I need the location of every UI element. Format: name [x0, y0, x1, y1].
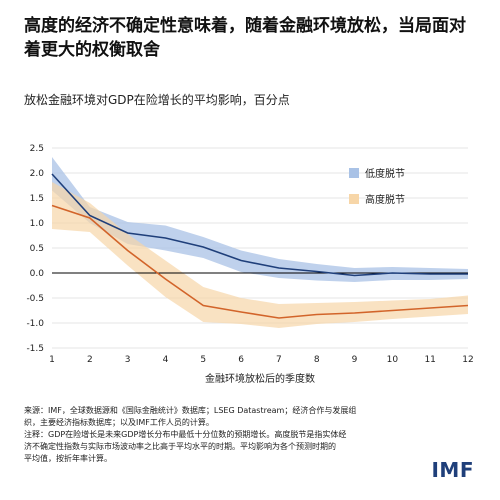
imf-logo: IMF: [431, 458, 474, 482]
note-line: 济不确定性指数与实际市场波动率之比高于平均水平的时期。平均影响为各个预测时期的: [24, 442, 336, 451]
source-line: 织，主要经济指标数据库；以及IMF工作人员的计算。: [24, 418, 214, 427]
note-line: 平均值，按折年率计算。: [24, 454, 112, 463]
y-tick-label: -1.0: [26, 319, 44, 329]
x-tick-label: 2: [87, 355, 93, 365]
confidence-band-1: [52, 157, 468, 282]
x-axis-label: 金融环境放松后的季度数: [205, 372, 315, 385]
legend-label: 低度脱节: [365, 167, 405, 180]
source-notes: 来源：IMF，全球数据源和《国际金融统计》数据库；LSEG Datastream…: [24, 405, 476, 465]
y-tick-label: -1.5: [26, 344, 44, 354]
legend-swatch: [349, 194, 359, 204]
y-tick-label: 1.0: [30, 219, 45, 229]
y-tick-label: 1.5: [30, 194, 44, 204]
series-lines: [51, 173, 469, 319]
x-tick-label: 12: [462, 355, 473, 365]
legend-label: 高度脱节: [365, 193, 405, 206]
x-tick-label: 11: [424, 355, 435, 365]
y-tick-label: 2.5: [30, 144, 44, 154]
x-tick-label: 4: [163, 355, 169, 365]
x-tick-label: 8: [314, 355, 320, 365]
x-tick-label: 3: [125, 355, 131, 365]
page-title: 高度的经济不确定性意味着，随着金融环境放松，当局面对着更大的权衡取舍: [24, 16, 466, 60]
x-tick-label: 9: [352, 355, 358, 365]
x-tick-label: 6: [238, 355, 244, 365]
y-tick-label: 2.0: [30, 169, 45, 179]
confidence-bands: [52, 157, 468, 328]
series-line-1: [51, 173, 468, 277]
y-tick-label: 0.0: [30, 269, 45, 279]
x-tick-label: 7: [276, 355, 282, 365]
x-tick-label: 1: [49, 355, 55, 365]
y-tick-labels: -1.5 -1.0 -0.5 0.0 0.5 1.0 1.5 2.0 2.5: [26, 144, 44, 354]
y-tick-label: -0.5: [26, 294, 44, 304]
x-tick-label: 5: [200, 355, 206, 365]
confidence-band-2: [52, 182, 468, 328]
series-line-2: [51, 204, 469, 319]
chart-title: 放松金融环境对GDP在险增长的平均影响，百分点: [24, 93, 290, 107]
x-tick-label: 10: [387, 355, 399, 365]
x-tick-labels: 1 2 3 4 5 6 7 8 9 10 11 12: [49, 355, 474, 365]
source-line: 来源：IMF，全球数据源和《国际金融统计》数据库；LSEG Datastream…: [24, 406, 357, 415]
note-line: 注释：GDP在险增长是未来GDP增长分布中最低十分位数的预期增长。高度脱节是指实…: [24, 430, 347, 439]
y-tick-label: 0.5: [30, 244, 44, 254]
legend-swatch: [349, 168, 359, 178]
